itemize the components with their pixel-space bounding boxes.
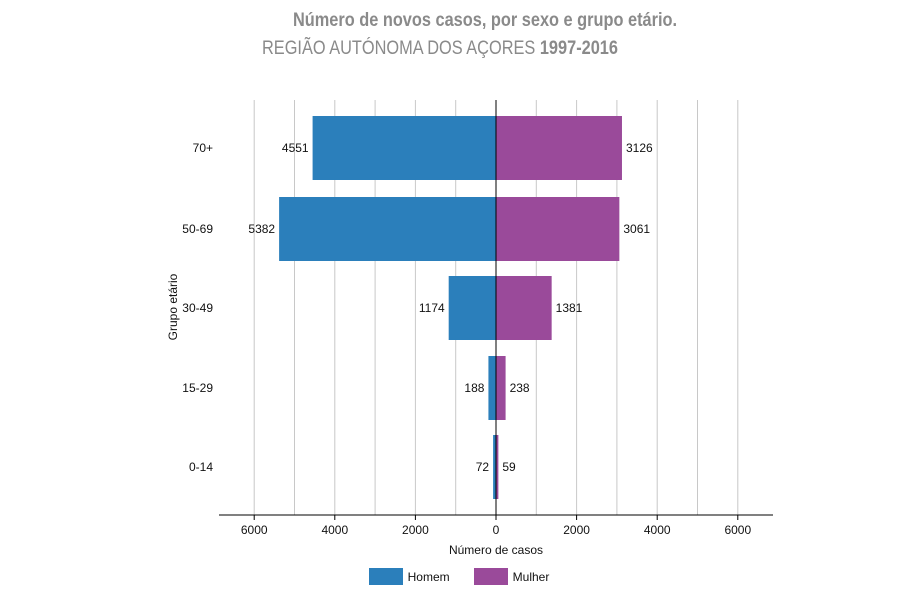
bar-mulher [496, 276, 552, 340]
data-label-mulher: 3061 [623, 222, 650, 236]
x-tick-label: 4000 [321, 523, 348, 537]
category-tick-label: 50-69 [182, 222, 213, 236]
legend-item-mulher: Mulher [473, 568, 550, 585]
category-tick-label: 15-29 [182, 381, 213, 395]
category-tick-label: 0-14 [189, 460, 213, 474]
legend-label-homem: Homem [407, 569, 450, 584]
chart-title: Número de novos casos, por sexo e grupo … [292, 10, 678, 31]
x-tick-label: 6000 [241, 523, 268, 537]
legend-swatch-mulher [473, 568, 508, 585]
data-label-mulher: 238 [510, 381, 530, 395]
data-label-homem: 5382 [248, 222, 275, 236]
bar-mulher [496, 116, 622, 180]
data-label-mulher: 1381 [556, 301, 583, 315]
data-label-homem: 1174 [419, 301, 445, 315]
bar-homem [279, 197, 496, 261]
bar-homem [493, 435, 496, 499]
legend-swatch-homem [368, 568, 403, 585]
subtitle-region: REGIÃO AUTÓNOMA DOS AÇORES [261, 38, 536, 59]
bar-mulher [496, 435, 499, 499]
data-label-homem: 72 [476, 460, 490, 474]
bar-homem [448, 276, 496, 340]
legend: Homem Mulher [0, 568, 900, 585]
category-tick-label: 70+ [193, 141, 213, 155]
data-label-mulher: 3126 [626, 141, 653, 155]
legend-label-mulher: Mulher [512, 569, 550, 584]
bar-mulher [496, 356, 506, 420]
bar-homem [488, 356, 496, 420]
x-tick-label: 2000 [402, 523, 429, 537]
data-label-homem: 188 [464, 381, 484, 395]
subtitle-years: 1997-2016 [539, 38, 618, 59]
x-axis-label: Número de casos [449, 543, 543, 557]
legend-item-homem: Homem [368, 568, 450, 585]
y-axis-label: Grupo etário [166, 273, 180, 340]
x-tick-label: 0 [493, 523, 500, 537]
category-tick-label: 30-49 [182, 301, 213, 315]
x-tick-label: 4000 [644, 523, 671, 537]
x-tick-label: 6000 [724, 523, 751, 537]
bar-homem [312, 116, 496, 180]
bar-mulher [496, 197, 620, 261]
data-label-homem: 4551 [282, 141, 309, 155]
chart-subtitle: REGIÃO AUTÓNOMA DOS AÇORES 1997-2016 [53, 38, 827, 60]
x-tick-label: 2000 [563, 523, 590, 537]
data-label-mulher: 59 [502, 460, 516, 474]
